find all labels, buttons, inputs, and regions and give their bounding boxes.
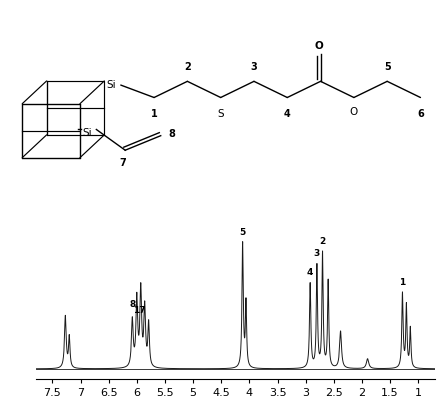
Text: 2: 2 xyxy=(319,237,326,246)
Text: 4: 4 xyxy=(284,109,291,119)
Text: O: O xyxy=(350,107,358,117)
Text: 17: 17 xyxy=(133,306,146,315)
Text: 1: 1 xyxy=(151,109,158,119)
Text: 1: 1 xyxy=(399,278,406,287)
Text: Si: Si xyxy=(107,80,116,90)
Text: O: O xyxy=(314,41,323,51)
Text: 3: 3 xyxy=(250,62,258,72)
Text: 6: 6 xyxy=(417,109,424,119)
Text: 4: 4 xyxy=(307,269,313,277)
Text: 5: 5 xyxy=(239,227,246,237)
Text: 8: 8 xyxy=(169,128,175,138)
Text: 5: 5 xyxy=(384,62,391,72)
Text: 2: 2 xyxy=(184,62,191,72)
Text: Si: Si xyxy=(82,128,92,138)
Text: S: S xyxy=(218,109,224,119)
Text: 8: 8 xyxy=(129,300,135,309)
Text: 3: 3 xyxy=(314,249,320,259)
Text: 7: 7 xyxy=(119,158,127,168)
